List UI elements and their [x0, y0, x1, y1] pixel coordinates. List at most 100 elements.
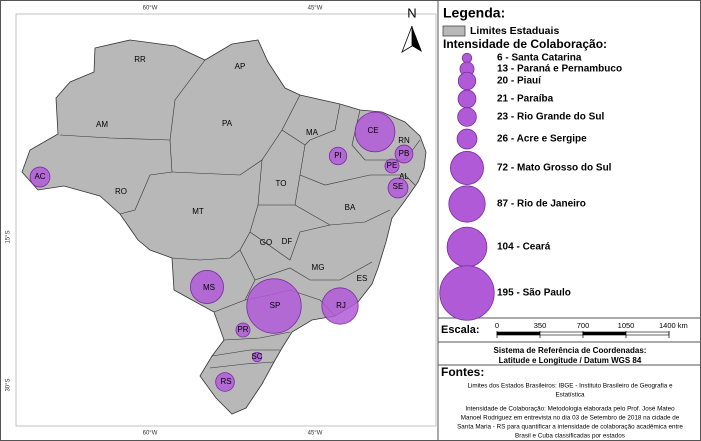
coord-label: 60°W [143, 6, 158, 12]
legend-bubble [456, 128, 478, 150]
legend-bubble [450, 151, 484, 185]
state-label: PA [222, 119, 233, 128]
map-bubble [321, 287, 359, 325]
scale-tick-label: 0 [495, 321, 499, 330]
boundary [249, 224, 331, 261]
scale-tick-label: 700 [577, 321, 590, 330]
map-bubble [29, 166, 51, 188]
scale-title: Escala: [441, 324, 480, 336]
scale-segment [496, 331, 541, 336]
source-line: Manoel Rodriguez em entrevista no dia 03… [461, 415, 680, 422]
state-label: MA [306, 128, 319, 137]
legend-label: 13 - Paraná e Pernambuco [497, 64, 622, 75]
map-bubble [235, 322, 251, 338]
boundary-swatch [442, 25, 466, 37]
coord-label: 45°W [308, 6, 323, 12]
legend-title: Legenda: [443, 5, 505, 21]
state-label: TO [276, 179, 287, 188]
legend-label: 20 - Piauí [497, 76, 542, 87]
state-label: CE [367, 126, 378, 135]
reference-text: Latitude e Longitude / Datum WGS 84 [499, 356, 642, 365]
legend-bubble [448, 185, 486, 223]
state-label: RR [134, 55, 146, 64]
legend-label: 26 - Acre e Sergipe [497, 134, 587, 145]
source-line: Brasil e Cuba classificadas por estados [515, 433, 625, 440]
coord-label: 60°W [143, 431, 158, 437]
state-label: GO [260, 238, 272, 247]
legend-label: 195 - São Paulo [497, 288, 571, 299]
state-label: PI [334, 151, 342, 160]
legend-label: 21 - Paraíba [497, 94, 554, 105]
legend-bubble [457, 107, 477, 127]
map-bubble [246, 278, 302, 334]
legend-label: 72 - Mato Grosso do Sul [497, 163, 612, 174]
reference-title: Sistema de Referência de Coordenadas: [494, 346, 647, 355]
scale-segment [539, 331, 584, 336]
source-line: Santa Maria - RS para quantificar a inte… [457, 424, 683, 431]
scale-tick-label: 350 [534, 321, 547, 330]
legend-label: 23 - Rio Grande do Sul [497, 112, 604, 123]
state-label: AL [399, 172, 409, 181]
state-label: SE [393, 182, 404, 191]
map-bubble [190, 270, 224, 304]
legend-bubble [457, 71, 477, 91]
state-label: PB [399, 149, 410, 158]
state-label: BA [345, 203, 356, 212]
state-label: AC [34, 172, 45, 181]
map-bubble [215, 372, 235, 392]
sources-title: Fontes: [441, 365, 484, 379]
map-bubble [354, 111, 396, 153]
boundary [119, 139, 173, 215]
legend-label: 104 - Ceará [497, 242, 551, 253]
coord-label: 45°W [308, 431, 323, 437]
state-label: RN [398, 136, 410, 145]
state-label: AP [235, 62, 246, 71]
source-line: Intensidade de Colaboração: Metodologia … [465, 406, 675, 413]
arrow-right [412, 26, 422, 52]
state-label: PR [237, 325, 248, 334]
legend-bubble [457, 89, 477, 109]
map-bubble [384, 158, 400, 174]
boundary [304, 103, 341, 146]
boundary [209, 361, 275, 369]
source-line: Estatística [555, 392, 585, 399]
state-label: MG [312, 263, 325, 272]
map-bubble [394, 144, 414, 164]
boundary [294, 204, 391, 226]
state-label: RJ [336, 301, 346, 310]
north-arrow: N [401, 5, 422, 53]
state-label: ES [357, 274, 368, 283]
north-label: N [407, 5, 416, 20]
country-outline [21, 39, 427, 415]
map-bubble [251, 351, 263, 363]
legend-bubble [446, 226, 488, 268]
state-label: SP [270, 301, 281, 310]
state-label: RO [115, 187, 127, 196]
legend-label: 87 - Rio de Janeiro [497, 199, 586, 210]
scale-tick-label: 1050 [618, 321, 635, 330]
scale-segment [582, 331, 627, 336]
boundary [299, 174, 416, 186]
state-label: SC [251, 352, 262, 361]
state-label: PE [387, 161, 398, 170]
boundary [239, 249, 373, 281]
state-label: MT [192, 207, 204, 216]
source-line: Limites dos Estados Brasileiros: IBGE - … [467, 383, 673, 390]
coord-label: 30°S [6, 378, 12, 391]
state-label: MS [203, 283, 215, 292]
boundary [223, 331, 291, 341]
boundary [211, 349, 280, 357]
state-label: AM [96, 120, 108, 129]
coord-label: 15°S [6, 230, 12, 243]
legend-label: 6 - Santa Catarina [497, 53, 582, 64]
legend-bubble [439, 265, 495, 321]
scale-tick-label: 1400 km [659, 321, 688, 330]
scale-segment [625, 331, 670, 336]
map-bubble [328, 146, 348, 166]
legend-subtitle: Intensidade de Colaboração: [443, 37, 607, 51]
map-bubble [387, 177, 409, 199]
state-label: RS [220, 377, 231, 386]
legend-bubble [461, 52, 473, 64]
boundary-label: Limites Estaduais [470, 25, 559, 37]
